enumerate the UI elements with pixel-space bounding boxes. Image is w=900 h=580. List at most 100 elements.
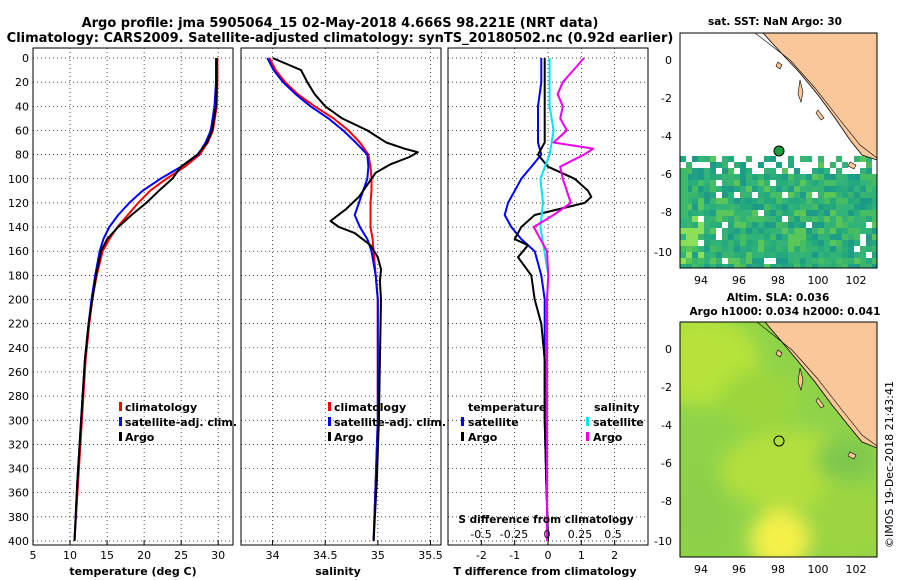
sst-pixel bbox=[740, 168, 746, 174]
sst-pixel bbox=[722, 240, 728, 246]
difference-xtick-label: 2 bbox=[611, 549, 618, 562]
sla-ytick: -10 bbox=[654, 535, 672, 548]
sst-pixel bbox=[812, 168, 818, 174]
s-tick-3: 0.25 bbox=[568, 528, 593, 541]
sst-pixel bbox=[746, 192, 752, 198]
sst-pixel bbox=[716, 222, 722, 228]
sst-pixel bbox=[854, 258, 860, 264]
sst-pixel bbox=[824, 264, 830, 268]
salinity-series-group bbox=[266, 57, 419, 542]
sst-pixel bbox=[704, 168, 710, 174]
sst-pixel bbox=[758, 234, 764, 240]
temperature-xtick-label: 5 bbox=[30, 549, 37, 562]
sst-pixel bbox=[716, 246, 722, 252]
legend-climatology: climatology bbox=[334, 401, 406, 414]
sst-pixel bbox=[680, 240, 686, 246]
sst-pixel bbox=[800, 204, 806, 210]
sst-pixel bbox=[860, 186, 866, 192]
sst-pixel bbox=[866, 186, 872, 192]
sst-pixel bbox=[866, 198, 872, 204]
sst-pixel bbox=[686, 264, 692, 268]
sst-pixel bbox=[746, 246, 752, 252]
sla-xtick: 94 bbox=[694, 563, 708, 576]
sst-pixel bbox=[806, 210, 812, 216]
sst-pixel bbox=[752, 186, 758, 192]
sst-pixel bbox=[752, 210, 758, 216]
sst-pixel bbox=[854, 180, 860, 186]
sst-pixel bbox=[680, 170, 688, 218]
sst-pixel bbox=[812, 234, 818, 240]
sst-pixel bbox=[818, 174, 824, 180]
sst-pixel bbox=[818, 252, 824, 258]
sst-pixel bbox=[806, 186, 812, 192]
sst-pixel bbox=[698, 186, 704, 192]
sst-ytick: -10 bbox=[654, 246, 672, 259]
sst-pixel bbox=[782, 228, 788, 234]
sst-pixel bbox=[782, 174, 788, 180]
temperature-line-argo bbox=[73, 58, 218, 542]
sst-pixel bbox=[794, 252, 800, 258]
sst-pixel bbox=[794, 174, 800, 180]
sst-pixel bbox=[788, 204, 794, 210]
sst-pixel bbox=[770, 192, 776, 198]
sst-pixel bbox=[824, 258, 830, 264]
sst-pixel bbox=[740, 210, 746, 216]
sst-pixel bbox=[854, 186, 860, 192]
sst-xtick: 102 bbox=[846, 274, 867, 287]
sst-pixel bbox=[704, 264, 710, 268]
sla-map-title-1: Altim. SLA: 0.036 bbox=[727, 292, 830, 304]
sst-pixel bbox=[764, 198, 770, 204]
sla-ytick: -6 bbox=[661, 457, 672, 470]
sst-pixel bbox=[746, 156, 752, 162]
sst-pixel bbox=[704, 240, 710, 246]
depth-tick-label: 200 bbox=[8, 294, 29, 307]
sst-pixel bbox=[824, 246, 830, 252]
sst-pixel bbox=[824, 168, 830, 174]
sst-ytick: -8 bbox=[661, 206, 672, 219]
sst-pixel bbox=[794, 240, 800, 246]
sst-pixel bbox=[728, 192, 734, 198]
sst-pixel bbox=[752, 240, 758, 246]
argo-position-marker bbox=[773, 145, 785, 157]
sst-pixel bbox=[800, 228, 806, 234]
sst-pixel bbox=[848, 186, 854, 192]
sst-pixel bbox=[728, 180, 734, 186]
sst-pixel bbox=[704, 228, 710, 234]
sst-pixel bbox=[800, 156, 806, 162]
sst-pixel bbox=[872, 186, 877, 192]
sst-pixel bbox=[812, 180, 818, 186]
sst-pixel bbox=[764, 222, 770, 228]
sst-pixel bbox=[692, 258, 698, 264]
sst-pixel bbox=[842, 210, 848, 216]
sst-pixel bbox=[722, 192, 728, 198]
sst-pixel bbox=[734, 174, 740, 180]
s-difference-ticks: -0.5 -0.25 0 0.25 0.5 bbox=[470, 528, 621, 541]
sst-pixel bbox=[776, 210, 782, 216]
sst-pixel bbox=[794, 222, 800, 228]
legend-t-satellite: satellite bbox=[468, 416, 519, 429]
sst-pixel bbox=[848, 216, 854, 222]
sst-pixel bbox=[698, 192, 704, 198]
s-tick-2: 0 bbox=[544, 528, 551, 541]
sst-pixel bbox=[848, 180, 854, 186]
sst-pixel bbox=[746, 222, 752, 228]
sst-pixel bbox=[776, 234, 782, 240]
sst-pixel bbox=[710, 234, 716, 240]
sst-pixel bbox=[680, 246, 686, 252]
sst-pixel bbox=[704, 210, 710, 216]
depth-tick-label: 180 bbox=[8, 269, 29, 282]
sst-pixel bbox=[710, 162, 716, 168]
sst-pixel bbox=[842, 240, 848, 246]
sst-pixel bbox=[788, 228, 794, 234]
sst-pixel bbox=[710, 204, 716, 210]
sst-pixel bbox=[866, 162, 872, 168]
sst-pixel bbox=[806, 234, 812, 240]
sst-pixel bbox=[806, 198, 812, 204]
sst-pixel bbox=[830, 174, 836, 180]
sst-pixel bbox=[728, 216, 734, 222]
sst-pixel bbox=[758, 174, 764, 180]
sst-pixel bbox=[824, 186, 830, 192]
sst-pixel bbox=[848, 246, 854, 252]
sst-pixel bbox=[812, 174, 818, 180]
sst-pixel bbox=[866, 174, 872, 180]
